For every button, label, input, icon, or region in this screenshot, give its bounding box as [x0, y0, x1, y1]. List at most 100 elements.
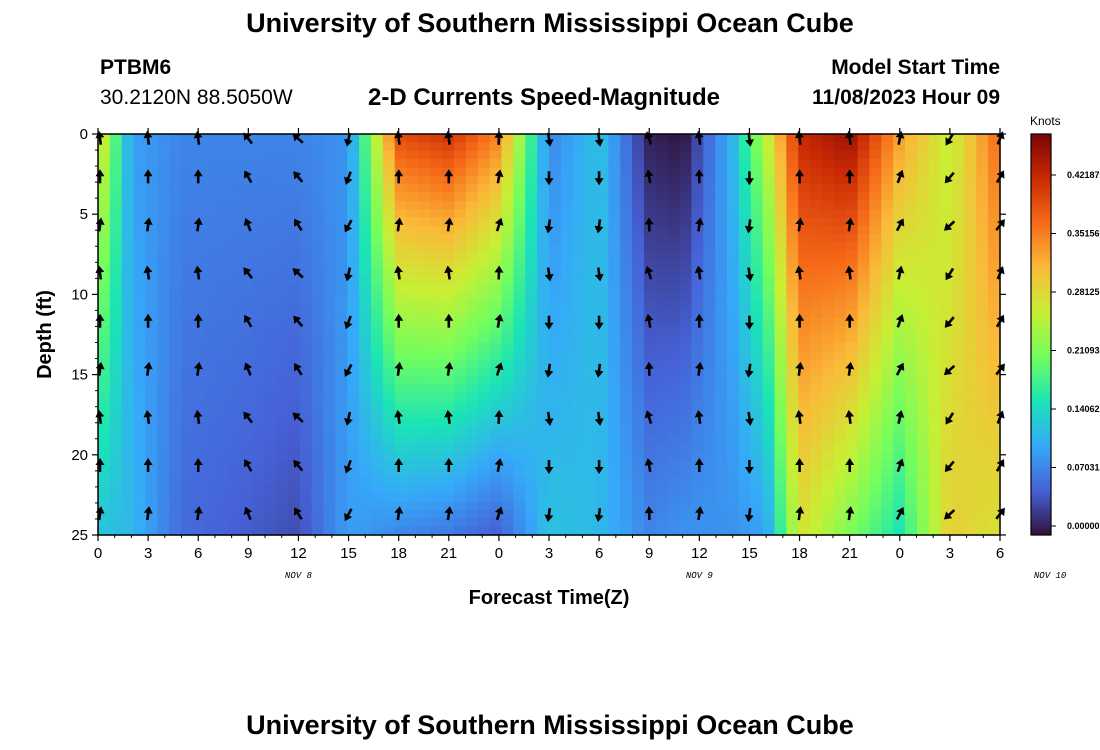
arrow-head — [845, 458, 855, 465]
heatmap-cell — [382, 250, 396, 260]
current-vector-arrow — [845, 409, 855, 425]
heatmap-cell — [370, 509, 384, 519]
heatmap-cell — [276, 418, 289, 427]
heatmap-cell — [845, 476, 859, 486]
heatmap-cell — [109, 159, 123, 169]
heatmap-cell — [430, 267, 443, 277]
heatmap-cell — [643, 493, 657, 503]
heatmap-cell — [204, 351, 218, 361]
heatmap-cell — [477, 234, 491, 244]
heatmap-cell — [667, 284, 681, 294]
arrow-head — [943, 367, 953, 376]
heatmap-cell — [703, 309, 716, 319]
heatmap-cell — [181, 225, 194, 235]
heatmap-cell — [121, 501, 135, 511]
heatmap-cell — [299, 509, 313, 519]
heatmap-cell — [798, 317, 811, 327]
heatmap-cell — [406, 326, 420, 336]
heatmap-cell — [762, 451, 776, 461]
heatmap-cell — [525, 292, 538, 302]
heatmap-cell — [525, 175, 538, 185]
heatmap-cell — [216, 217, 230, 227]
heatmap-cell — [169, 376, 182, 386]
heatmap-cell — [667, 484, 681, 494]
heatmap-cell — [976, 376, 989, 386]
heatmap-cell — [916, 409, 930, 419]
heatmap-cell — [750, 192, 764, 202]
heatmap-cell — [347, 476, 360, 486]
heatmap-cell — [786, 134, 799, 143]
heatmap-cell — [549, 225, 562, 235]
heatmap-cell — [287, 476, 301, 486]
heatmap-cell — [632, 451, 645, 461]
heatmap-cell — [643, 276, 657, 285]
heatmap-cell — [964, 150, 977, 160]
arrow-head — [193, 409, 203, 418]
heatmap-cell — [964, 376, 977, 386]
heatmap-cell — [477, 225, 491, 235]
heatmap-cell — [572, 526, 586, 536]
heatmap-cell — [881, 434, 894, 444]
heatmap-cell — [845, 192, 859, 202]
heatmap-cell — [584, 242, 598, 252]
heatmap-cell — [560, 367, 574, 377]
heatmap-cell — [893, 234, 906, 244]
arrow-head — [544, 514, 554, 523]
heatmap-cell — [394, 493, 408, 503]
heatmap-cell — [252, 342, 265, 352]
arrow-head — [294, 363, 302, 372]
heatmap-cell — [798, 250, 811, 260]
arrow-head — [243, 267, 252, 276]
heatmap-cell — [679, 225, 693, 235]
heatmap-cell — [893, 392, 906, 402]
heatmap-cell — [370, 159, 384, 169]
heatmap-cell — [465, 334, 479, 344]
heatmap-cell — [323, 225, 336, 235]
heatmap-cell — [489, 234, 503, 244]
heatmap-cell — [228, 409, 242, 419]
heatmap-cell — [442, 250, 455, 260]
heatmap-cell — [905, 334, 918, 344]
heatmap-cell — [810, 434, 823, 444]
current-vector-arrow — [745, 267, 754, 282]
heatmap-cell — [513, 376, 526, 386]
heatmap-cell — [762, 317, 776, 327]
heatmap-cell — [406, 526, 420, 536]
current-vector-arrow — [845, 169, 855, 184]
heatmap-cell — [798, 342, 811, 352]
heatmap-cell — [620, 459, 633, 469]
heatmap-cell — [679, 192, 693, 202]
heatmap-cell — [691, 317, 704, 327]
heatmap-cell — [181, 476, 194, 486]
heatmap-cell — [857, 501, 871, 511]
heatmap-cell — [738, 134, 752, 143]
heatmap-cell — [976, 234, 989, 244]
heatmap-cell — [869, 392, 882, 402]
heatmap-cell — [572, 159, 586, 169]
heatmap-cell — [893, 401, 906, 411]
heatmap-cell — [798, 209, 811, 219]
heatmap-cell — [869, 359, 882, 369]
heatmap-cell — [572, 317, 586, 327]
x-tick-label: 3 — [545, 545, 553, 562]
heatmap-cell — [145, 292, 158, 302]
heatmap-cell — [216, 468, 230, 478]
heatmap-cell — [572, 200, 586, 210]
heatmap-cell — [727, 309, 740, 319]
arrow-head — [795, 313, 805, 321]
heatmap-cell — [940, 267, 954, 277]
heatmap-cell — [169, 192, 182, 202]
heatmap-cell — [537, 434, 550, 444]
arrow-head — [544, 467, 554, 474]
heatmap-cell — [774, 476, 787, 486]
heatmap-cell — [287, 401, 301, 411]
heatmap-cell — [477, 351, 491, 361]
heatmap-cell — [157, 259, 170, 269]
heatmap-cell — [738, 367, 752, 377]
heatmap-cell — [501, 459, 514, 469]
heatmap-cell — [181, 359, 194, 369]
heatmap-cell — [715, 518, 728, 528]
heatmap-cell — [560, 267, 574, 277]
heatmap-cell — [465, 292, 479, 302]
heatmap-cell — [192, 259, 206, 269]
